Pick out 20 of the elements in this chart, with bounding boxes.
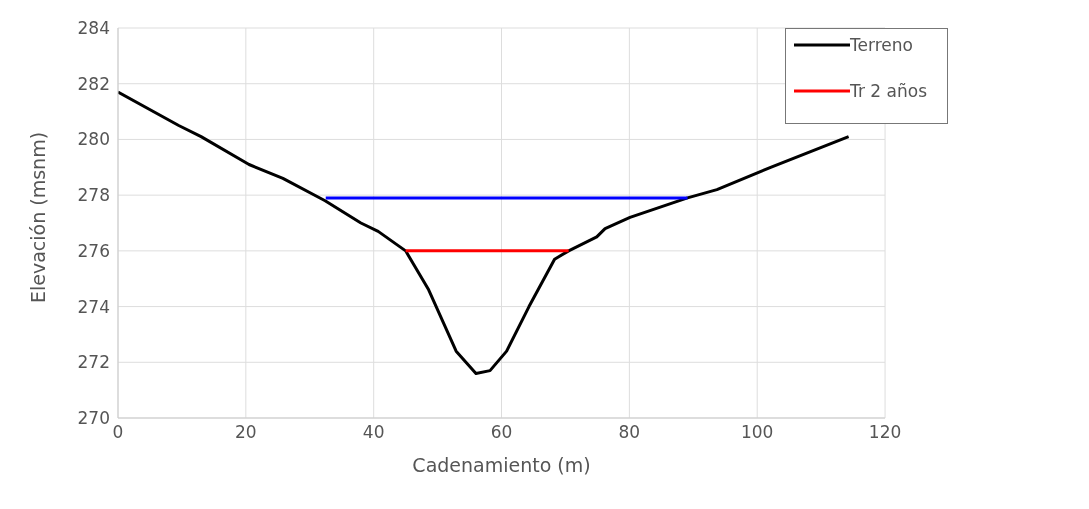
x-axis-title: Cadenamiento (m) [412, 454, 591, 476]
y-tick-label: 274 [77, 296, 110, 317]
legend-label: Terreno [850, 35, 913, 55]
x-tick-label: 20 [235, 422, 257, 443]
legend-label: Tr 2 años [850, 81, 927, 101]
y-tick-label: 284 [77, 18, 110, 39]
y-tick-label: 270 [77, 408, 110, 429]
y-tick-label: 278 [77, 185, 110, 206]
y-axis-title: Elevación (msnm) [26, 131, 49, 303]
y-tick-label: 282 [77, 73, 110, 94]
x-tick-label: 80 [618, 422, 641, 443]
x-tick-label: 60 [490, 422, 513, 443]
y-tick-label: 272 [77, 352, 110, 373]
y-tick-label: 280 [77, 129, 110, 150]
x-tick-label: 40 [362, 422, 385, 443]
x-tick-label: 100 [740, 422, 774, 443]
x-tick-label: 120 [868, 422, 902, 443]
y-tick-label: 276 [77, 240, 110, 261]
line-series [118, 90, 851, 375]
x-tick-label: 0 [112, 422, 124, 443]
